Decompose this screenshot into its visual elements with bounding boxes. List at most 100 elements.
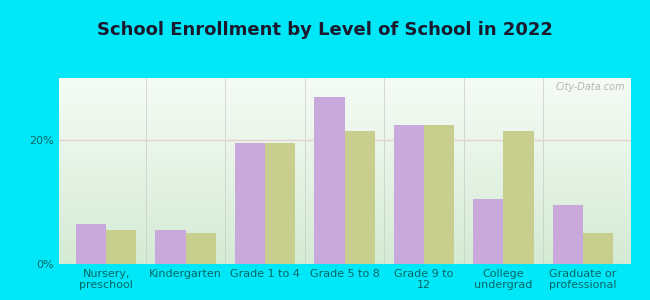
Bar (58, 152, 630, 154)
Bar (58, 97, 630, 98)
Bar (58, 130, 630, 132)
Bar (58, 164, 630, 165)
Bar (58, 154, 630, 156)
Bar (58, 225, 630, 227)
Bar (58, 234, 630, 236)
Bar (58, 149, 630, 151)
Bar (503, 131, 534, 264)
Bar (58, 113, 630, 115)
Bar (58, 140, 630, 141)
Bar (58, 85, 630, 87)
Bar (58, 128, 630, 130)
Bar (394, 124, 424, 264)
Bar (58, 171, 630, 173)
Bar (58, 221, 630, 223)
Bar (58, 115, 630, 117)
Bar (155, 230, 186, 264)
Bar (58, 197, 630, 199)
Bar (58, 119, 630, 121)
Bar (58, 232, 630, 234)
Bar (58, 249, 630, 251)
Bar (76, 224, 106, 264)
Bar (583, 233, 613, 264)
Bar (58, 78, 630, 80)
Bar (58, 87, 630, 89)
Bar (58, 238, 630, 240)
Bar (58, 124, 630, 126)
Bar (58, 251, 630, 253)
Bar (58, 158, 630, 160)
Text: School Enrollment by Level of School in 2022: School Enrollment by Level of School in … (97, 21, 553, 39)
Bar (58, 102, 630, 104)
Bar (58, 141, 630, 143)
Bar (58, 247, 630, 249)
Bar (58, 258, 630, 260)
Bar (58, 126, 630, 128)
Bar (58, 151, 630, 152)
Bar (58, 132, 630, 134)
Bar (58, 205, 630, 206)
Bar (58, 162, 630, 164)
Bar (58, 193, 630, 195)
Bar (58, 253, 630, 255)
Bar (58, 230, 630, 232)
Bar (58, 108, 630, 109)
Bar (58, 165, 630, 167)
Bar (58, 82, 630, 84)
Bar (58, 240, 630, 242)
Bar (58, 206, 630, 208)
Bar (58, 229, 630, 230)
Bar (58, 178, 630, 180)
Bar (58, 89, 630, 91)
Bar (58, 180, 630, 182)
Bar (58, 214, 630, 216)
Bar (186, 233, 216, 264)
Bar (58, 80, 630, 82)
Bar (315, 97, 344, 264)
Bar (58, 202, 630, 205)
Bar (58, 84, 630, 85)
Bar (58, 134, 630, 136)
Bar (58, 255, 630, 256)
Bar (58, 191, 630, 193)
Bar (58, 123, 630, 124)
Bar (58, 190, 630, 191)
Bar (58, 110, 630, 112)
Bar (58, 100, 630, 102)
Bar (58, 236, 630, 238)
Bar (58, 244, 630, 245)
Bar (58, 106, 630, 108)
Bar (58, 199, 630, 201)
Bar (473, 199, 503, 264)
Bar (58, 136, 630, 137)
Bar (58, 167, 630, 169)
Bar (235, 143, 265, 264)
Bar (58, 219, 630, 221)
Bar (58, 201, 630, 203)
Bar (58, 156, 630, 158)
Bar (58, 212, 630, 214)
Bar (58, 104, 630, 106)
Bar (58, 210, 630, 212)
Bar (58, 184, 630, 186)
Bar (58, 160, 630, 162)
Bar (58, 121, 630, 123)
Bar (58, 95, 630, 97)
Bar (58, 177, 630, 178)
Bar (58, 112, 630, 113)
Text: City-Data.com: City-Data.com (555, 82, 625, 92)
Bar (58, 169, 630, 171)
Bar (58, 147, 630, 149)
Bar (58, 91, 630, 93)
Bar (58, 143, 630, 145)
Bar (58, 117, 630, 119)
Bar (58, 245, 630, 247)
Bar (344, 131, 374, 264)
Bar (58, 93, 630, 95)
Bar (58, 208, 630, 210)
Bar (58, 227, 630, 229)
Bar (58, 223, 630, 225)
Bar (58, 145, 630, 147)
Bar (552, 205, 583, 264)
Bar (58, 98, 630, 100)
